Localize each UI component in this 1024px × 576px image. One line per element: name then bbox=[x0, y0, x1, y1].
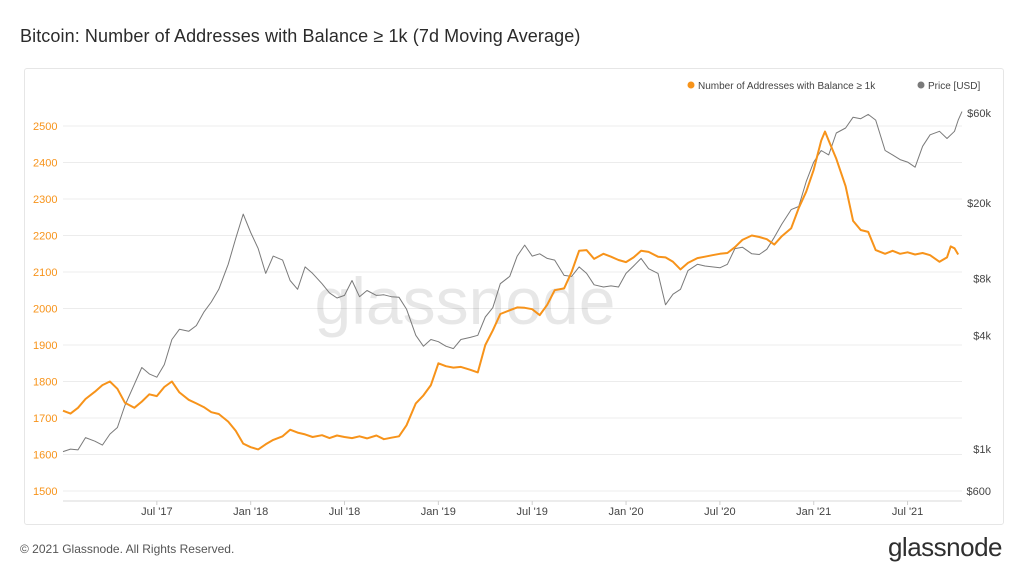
x-tick-label: Jan '21 bbox=[796, 506, 831, 518]
y-left-tick-label: 2200 bbox=[33, 231, 57, 243]
y-right-tick-label: $4k bbox=[973, 330, 991, 342]
y-axis-right: $600 $1k $4k $8k $20k $60k bbox=[967, 108, 992, 498]
y-left-tick-label: 2500 bbox=[33, 121, 57, 133]
legend-label-price: Price [USD] bbox=[928, 81, 980, 92]
y-right-tick-label: $8k bbox=[973, 273, 991, 285]
y-right-tick-label: $600 bbox=[967, 486, 991, 498]
x-tick-label: Jul '21 bbox=[892, 506, 923, 518]
x-tick-label: Jan '20 bbox=[608, 506, 643, 518]
x-tick-label: Jul '20 bbox=[704, 506, 735, 518]
y-left-tick-label: 1900 bbox=[33, 340, 57, 352]
y-left-tick-label: 1700 bbox=[33, 413, 57, 425]
x-tick-label: Jan '18 bbox=[233, 506, 268, 518]
y-left-tick-label: 1500 bbox=[33, 486, 57, 498]
chart-legend: Number of Addresses with Balance ≥ 1k Pr… bbox=[687, 81, 980, 92]
x-tick-label: Jul '19 bbox=[516, 506, 547, 518]
y-left-tick-label: 1600 bbox=[33, 450, 57, 462]
y-right-tick-label: $20k bbox=[967, 198, 991, 210]
x-tick-label: Jul '17 bbox=[141, 506, 172, 518]
chart-title: Bitcoin: Number of Addresses with Balanc… bbox=[20, 26, 581, 46]
chart-svg: glassnode 1500 1600 1700 1800 1900 2000 2100 22… bbox=[33, 81, 992, 518]
glassnode-logo[interactable]: glassnode bbox=[887, 532, 1003, 562]
legend-dot-addresses bbox=[687, 81, 695, 89]
x-tick-label: Jan '19 bbox=[421, 506, 456, 518]
watermark: glassnode bbox=[315, 264, 616, 338]
addresses-series-line bbox=[62, 130, 960, 451]
y-right-tick-label: $60k bbox=[967, 108, 991, 120]
y-left-tick-label: 2400 bbox=[33, 158, 57, 170]
y-left-tick-label: 1800 bbox=[33, 377, 57, 389]
y-left-tick-label: 2300 bbox=[33, 194, 57, 206]
x-tick-label: Jul '18 bbox=[329, 506, 360, 518]
y-right-tick-label: $1k bbox=[973, 444, 991, 456]
legend-label-addresses: Number of Addresses with Balance ≥ 1k bbox=[698, 81, 876, 92]
y-left-tick-label: 2000 bbox=[33, 304, 57, 316]
y-axis-left: 1500 1600 1700 1800 1900 2000 2100 2200 2300 2400… bbox=[33, 121, 57, 498]
price-series-line bbox=[62, 111, 963, 453]
x-axis: Jul '17 Jan '18 Jul '18 Jan '19 Jul '19 Jan '… bbox=[63, 500, 962, 518]
y-left-tick-label: 2100 bbox=[33, 267, 57, 279]
legend-dot-price bbox=[917, 81, 925, 89]
chart-panel: glassnode 1500 1600 1700 1800 1900 2000 2100 22… bbox=[24, 68, 1004, 525]
copyright-text: © 2021 Glassnode. All Rights Reserved. bbox=[20, 542, 235, 556]
